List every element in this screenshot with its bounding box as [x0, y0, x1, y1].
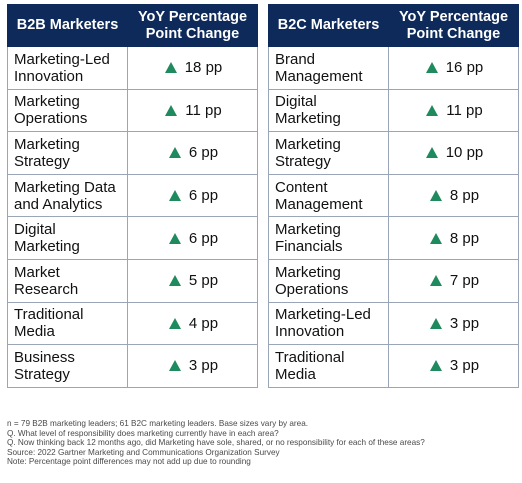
row-value-cell: 7 pp	[388, 258, 519, 303]
up-triangle-icon	[429, 232, 442, 244]
table-row: Brand Management 16 pp	[268, 46, 519, 90]
row-label: Digital Marketing	[268, 88, 389, 133]
table-row: Marketing Financials 8 pp	[268, 216, 519, 260]
up-triangle-icon	[168, 360, 181, 372]
row-value: 6 pp	[188, 229, 219, 247]
row-label: Content Management	[268, 173, 389, 218]
row-value-cell: 5 pp	[127, 258, 258, 303]
row-value: 4 pp	[188, 314, 219, 332]
table-row: Digital Marketing 11 pp	[268, 88, 519, 133]
table-row: Marketing-Led Innovation 3 pp	[268, 301, 519, 346]
row-value-cell: 3 pp	[388, 301, 519, 346]
up-triangle-icon	[168, 232, 181, 244]
row-value-cell: 11 pp	[127, 88, 258, 133]
b2c-header-change: YoY Percentage Point Change	[388, 4, 519, 47]
up-triangle-icon	[429, 275, 442, 287]
b2b-header-category: B2B Marketers	[7, 4, 128, 47]
row-value: 11 pp	[446, 101, 483, 119]
table-row: Marketing Strategy 10 pp	[268, 131, 519, 175]
up-triangle-icon	[429, 190, 442, 202]
row-value: 16 pp	[445, 59, 484, 77]
row-value-cell: 11 pp	[388, 88, 519, 133]
row-value: 18 pp	[184, 59, 223, 77]
row-label: Marketing-Led Innovation	[268, 301, 389, 346]
footnote-line: Source: 2022 Gartner Marketing and Commu…	[7, 447, 280, 457]
up-triangle-icon	[168, 147, 181, 159]
row-label: Marketing Strategy	[268, 131, 389, 175]
row-label: Brand Management	[268, 46, 389, 90]
table-row: Business Strategy 3 pp	[7, 344, 258, 388]
b2c-header-category: B2C Marketers	[268, 4, 389, 47]
row-value-cell: 6 pp	[127, 216, 258, 260]
tables-container: B2B Marketers YoY Percentage Point Chang…	[7, 4, 519, 388]
up-triangle-icon	[425, 62, 438, 74]
b2b-table-body: Marketing-Led Innovation 18 pp Marketing O…	[7, 46, 258, 388]
table-row: Digital Marketing 6 pp	[7, 216, 258, 260]
up-triangle-icon	[168, 317, 181, 329]
row-value: 7 pp	[449, 272, 480, 290]
up-triangle-icon	[429, 317, 442, 329]
row-value: 11 pp	[185, 101, 222, 119]
b2b-header-change: YoY Percentage Point Change	[127, 4, 258, 47]
footnote-line: Note: Percentage point differences may n…	[7, 457, 251, 467]
row-value: 3 pp	[449, 357, 480, 375]
row-label: Market Research	[7, 258, 128, 303]
b2c-header-row: B2C Marketers YoY Percentage Point Chang…	[268, 4, 519, 47]
row-value: 6 pp	[188, 187, 219, 205]
table-row: Marketing Operations 11 pp	[7, 88, 258, 133]
row-value-cell: 16 pp	[388, 46, 519, 90]
row-value-cell: 8 pp	[388, 173, 519, 218]
b2b-table: B2B Marketers YoY Percentage Point Chang…	[7, 4, 258, 388]
row-value-cell: 6 pp	[127, 173, 258, 218]
row-value: 8 pp	[449, 229, 480, 247]
footnote-line: n = 79 B2B marketing leaders; 61 B2C mar…	[7, 419, 309, 428]
b2c-table-body: Brand Management 16 pp Digital Marketing 11…	[268, 46, 519, 388]
row-label: Digital Marketing	[7, 216, 128, 260]
up-triangle-icon	[425, 147, 438, 159]
up-triangle-icon	[168, 275, 181, 287]
table-row: Traditional Media 4 pp	[7, 301, 258, 346]
table-row: Market Research 5 pp	[7, 258, 258, 303]
row-value-cell: 6 pp	[127, 131, 258, 175]
row-value-cell: 3 pp	[388, 344, 519, 388]
row-value-cell: 4 pp	[127, 301, 258, 346]
table-row: Marketing Data and Analytics 6 pp	[7, 173, 258, 218]
row-label: Marketing-Led Innovation	[7, 46, 128, 90]
footnotes: n = 79 B2B marketing leaders; 61 B2C mar…	[7, 419, 517, 467]
up-triangle-icon	[426, 104, 439, 116]
row-label: Business Strategy	[7, 344, 128, 388]
row-value-cell: 18 pp	[127, 46, 258, 90]
row-value: 8 pp	[449, 187, 480, 205]
row-value: 10 pp	[445, 144, 484, 162]
row-label: Marketing Strategy	[7, 131, 128, 175]
row-value-cell: 3 pp	[127, 344, 258, 388]
up-triangle-icon	[165, 104, 178, 116]
row-label: Marketing Financials	[268, 216, 389, 260]
row-label: Marketing Operations	[7, 88, 128, 133]
row-value: 5 pp	[188, 272, 219, 290]
footnote-line: Q. Now thinking back 12 months ago, did …	[7, 438, 425, 448]
up-triangle-icon	[168, 190, 181, 202]
row-label: Traditional Media	[268, 344, 389, 388]
row-value-cell: 10 pp	[388, 131, 519, 175]
row-label: Traditional Media	[7, 301, 128, 346]
row-value-cell: 8 pp	[388, 216, 519, 260]
footnote-line: Q. What level of responsibility does mar…	[7, 428, 279, 438]
up-triangle-icon	[429, 360, 442, 372]
row-value: 6 pp	[188, 144, 219, 162]
table-row: Marketing-Led Innovation 18 pp	[7, 46, 258, 90]
b2b-header-row: B2B Marketers YoY Percentage Point Chang…	[7, 4, 258, 47]
up-triangle-icon	[164, 62, 177, 74]
row-value: 3 pp	[449, 314, 480, 332]
row-label: Marketing Data and Analytics	[7, 173, 128, 218]
b2c-table: B2C Marketers YoY Percentage Point Chang…	[268, 4, 519, 388]
table-row: Content Management 8 pp	[268, 173, 519, 218]
table-row: Traditional Media 3 pp	[268, 344, 519, 388]
row-value: 3 pp	[188, 357, 219, 375]
row-label: Marketing Operations	[268, 258, 389, 303]
table-row: Marketing Strategy 6 pp	[7, 131, 258, 175]
table-row: Marketing Operations 7 pp	[268, 258, 519, 303]
